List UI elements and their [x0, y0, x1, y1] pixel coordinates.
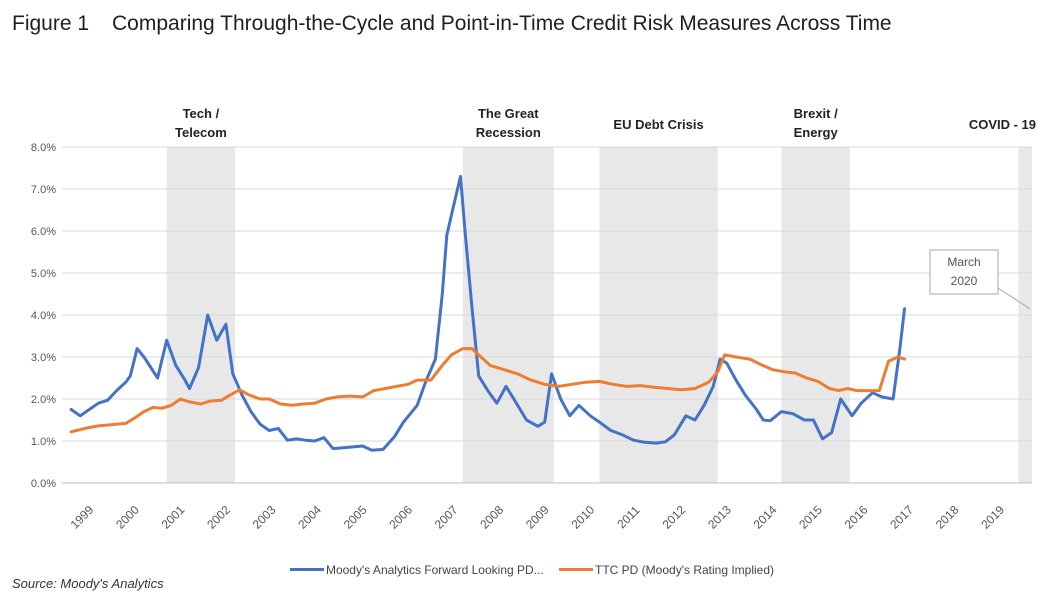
x-tick-label-2015: 2015 [796, 503, 825, 532]
legend-swatch-ttc [559, 568, 594, 571]
x-tick-label-2003: 2003 [250, 503, 279, 532]
series-line-1 [69, 347, 906, 434]
annotation-text-0: March [947, 255, 980, 269]
x-tick-label-2019: 2019 [978, 503, 1007, 532]
figure-header: Figure 1 Comparing Through-the-Cycle and … [12, 12, 892, 36]
x-tick-label-2000: 2000 [113, 503, 142, 532]
y-tick-label-7: 7.0% [31, 184, 56, 196]
figure-label: Figure 1 [12, 12, 90, 35]
x-tick-label-2011: 2011 [614, 503, 642, 531]
period-label-4-0: COVID - 19 [969, 117, 1036, 132]
y-tick-label-3: 3.0% [31, 352, 56, 364]
period-label-1-0: The Great [478, 106, 539, 121]
y-tick-label-5: 5.0% [31, 268, 56, 280]
x-tick-label-2010: 2010 [568, 503, 597, 532]
period-label-3-1: Energy [794, 125, 839, 140]
x-tick-label-2012: 2012 [660, 503, 689, 532]
legend-label-ttc: TTC PD (Moody's Rating Implied) [595, 562, 775, 577]
x-tick-label-2009: 2009 [523, 503, 552, 532]
annotation-leader [997, 287, 1030, 310]
x-tick-label-2008: 2008 [477, 503, 506, 532]
x-tick-label-2013: 2013 [705, 503, 734, 532]
x-tick-label-2001: 2001 [159, 503, 188, 532]
x-tick-label-2017: 2017 [887, 503, 916, 532]
period-label-0-0: Tech / [183, 106, 220, 121]
period-label-0-1: Telecom [175, 125, 227, 140]
y-tick-label-4: 4.0% [31, 310, 56, 322]
period-label-2-0: EU Debt Crisis [613, 117, 703, 132]
series-line-0 [69, 174, 906, 452]
annotation-box [929, 249, 999, 295]
period-label-3-0: Brexit / [794, 106, 838, 121]
source-note: Source: Moody's Analytics [12, 576, 164, 591]
y-tick-label-2: 2.0% [31, 394, 56, 406]
x-tick-label-1999: 1999 [68, 503, 97, 532]
legend-item-pd: Moody's Analytics Forward Looking PD... [289, 562, 544, 577]
y-tick-label-1: 1.0% [31, 436, 56, 448]
x-tick-label-2004: 2004 [295, 503, 324, 532]
legend-swatch-pd [289, 568, 324, 571]
period-label-1-1: Recession [476, 125, 541, 140]
annotation-text-1: 2020 [951, 274, 978, 288]
y-tick-label-0: 0.0% [31, 478, 56, 490]
x-tick-label-2016: 2016 [842, 503, 871, 532]
y-tick-label-8: 8.0% [31, 142, 56, 154]
x-tick-label-2014: 2014 [751, 503, 780, 532]
x-tick-label-2005: 2005 [341, 503, 370, 532]
x-tick-label-2006: 2006 [386, 503, 415, 532]
x-tick-label-2007: 2007 [432, 503, 461, 532]
legend: Moody's Analytics Forward Looking PD... … [0, 560, 1064, 577]
legend-label-pd: Moody's Analytics Forward Looking PD... [325, 562, 544, 577]
figure-title: Comparing Through-the-Cycle and Point-in… [112, 12, 892, 35]
x-tick-label-2002: 2002 [204, 503, 233, 532]
legend-item-ttc: TTC PD (Moody's Rating Implied) [559, 563, 774, 577]
x-tick-label-2018: 2018 [933, 503, 962, 532]
y-tick-label-6: 6.0% [31, 226, 56, 238]
